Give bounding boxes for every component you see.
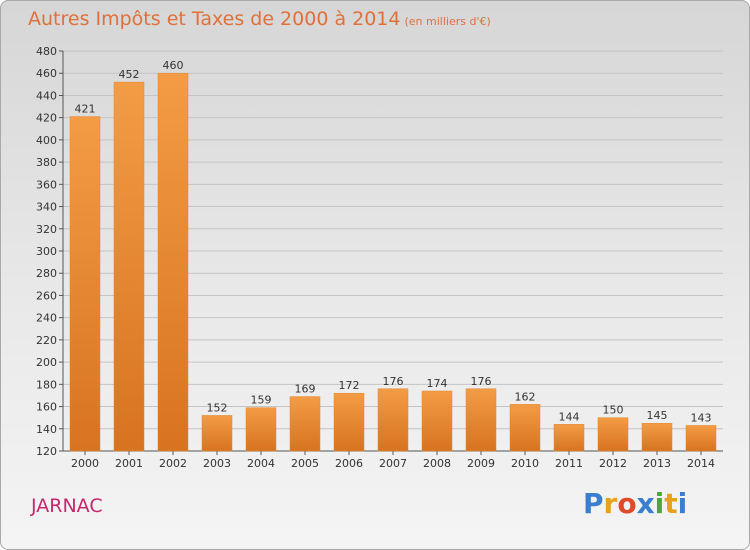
logo-letter: x — [636, 487, 655, 520]
x-tick-label-2003: 2003 — [203, 457, 231, 470]
value-label-2000: 421 — [75, 103, 96, 116]
value-label-2008: 174 — [427, 377, 448, 390]
value-label-2002: 460 — [163, 59, 184, 72]
chart-title-text: Autres Impôts et Taxes de 2000 à 2014 — [28, 8, 401, 30]
bar-2000 — [69, 116, 101, 452]
logo-letter: r — [603, 487, 618, 520]
y-tick-label: 340 — [36, 201, 57, 214]
bar-2009 — [465, 388, 497, 452]
logo-letter: i — [677, 487, 688, 520]
y-tick-label: 380 — [36, 156, 57, 169]
value-label-2010: 162 — [515, 390, 536, 403]
y-tick-label: 300 — [36, 245, 57, 258]
logo-letter: o — [617, 487, 637, 520]
x-tick-label-2002: 2002 — [159, 457, 187, 470]
x-tick-label-2008: 2008 — [423, 457, 451, 470]
bar-2005 — [289, 396, 321, 452]
bar-2013 — [641, 422, 673, 452]
value-label-2003: 152 — [207, 401, 228, 414]
x-tick-label-2001: 2001 — [115, 457, 143, 470]
bar-2002 — [157, 72, 189, 452]
y-tick-label: 140 — [36, 423, 57, 436]
x-tick-label-2006: 2006 — [335, 457, 363, 470]
bar-2001 — [113, 81, 145, 452]
y-tick-label: 240 — [36, 312, 57, 325]
y-tick-label: 440 — [36, 89, 57, 102]
chart-title: Autres Impôts et Taxes de 2000 à 2014 (en… — [28, 8, 491, 30]
x-tick-label-2007: 2007 — [379, 457, 407, 470]
x-tick-label-2010: 2010 — [511, 457, 539, 470]
bar-2003 — [201, 415, 233, 452]
bar-2012 — [597, 417, 629, 452]
x-tick-label-2009: 2009 — [467, 457, 495, 470]
bar-2011 — [553, 424, 585, 452]
value-label-2001: 452 — [119, 68, 140, 81]
y-tick-label: 480 — [36, 45, 57, 58]
y-tick-label: 320 — [36, 223, 57, 236]
y-tick-label: 120 — [36, 445, 57, 458]
bar-2008 — [421, 390, 453, 452]
y-tick-label: 180 — [36, 378, 57, 391]
x-tick-label-2014: 2014 — [687, 457, 715, 470]
x-tick-label-2013: 2013 — [643, 457, 671, 470]
bar-2014 — [685, 425, 717, 452]
bar-2007 — [377, 388, 409, 452]
y-tick-label: 160 — [36, 401, 57, 414]
value-label-2005: 169 — [295, 383, 316, 396]
y-tick-label: 460 — [36, 67, 57, 80]
label-layer: 421 2000 452 2001 460 2002 152 2003 159 2004 169 20… — [71, 59, 715, 470]
bar-2004 — [245, 407, 277, 452]
y-tick-label: 420 — [36, 112, 57, 125]
value-label-2013: 145 — [647, 409, 668, 422]
proxiti-logo: Proxiti — [583, 487, 687, 520]
x-tick-label-2005: 2005 — [291, 457, 319, 470]
y-tick-label: 280 — [36, 267, 57, 280]
x-tick-label-2011: 2011 — [555, 457, 583, 470]
value-label-2007: 176 — [383, 375, 404, 388]
value-label-2009: 176 — [471, 375, 492, 388]
value-label-2006: 172 — [339, 379, 360, 392]
value-label-2014: 143 — [691, 411, 712, 424]
value-label-2012: 150 — [603, 404, 624, 417]
value-label-2004: 159 — [251, 394, 272, 407]
bar-2010 — [509, 404, 541, 452]
x-tick-label-2004: 2004 — [247, 457, 275, 470]
x-tick-label-2000: 2000 — [71, 457, 99, 470]
logo-letter: t — [664, 487, 678, 520]
logo-letter: P — [583, 487, 604, 520]
x-tick-label-2012: 2012 — [599, 457, 627, 470]
value-label-2011: 144 — [559, 410, 580, 423]
y-tick-label: 200 — [36, 356, 57, 369]
logo-letter: i — [654, 487, 665, 520]
y-tick-label: 400 — [36, 134, 57, 147]
y-tick-label: 260 — [36, 289, 57, 302]
y-tick-label: 360 — [36, 178, 57, 191]
bar-2006 — [333, 392, 365, 452]
bar-layer — [69, 72, 717, 452]
town-name: JARNAC — [31, 495, 103, 517]
chart-unit: (en milliers d'€) — [404, 15, 491, 28]
y-tick-label: 220 — [36, 334, 57, 347]
